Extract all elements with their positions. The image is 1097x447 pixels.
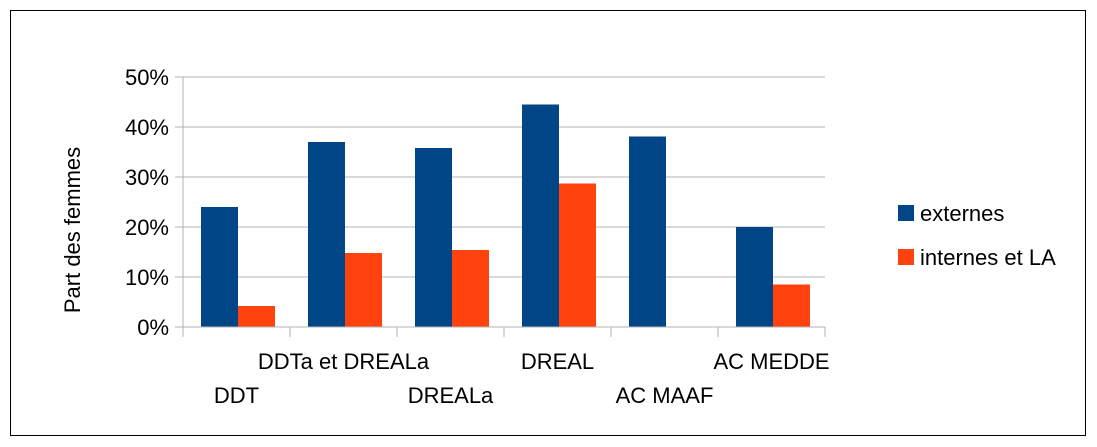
x-tick-label: AC MEDDE	[713, 349, 829, 374]
y-tick-label: 20%	[125, 215, 169, 240]
legend-label: externes	[920, 201, 1004, 226]
y-tick-label: 10%	[125, 265, 169, 290]
legend: externes internes et LA	[898, 201, 1056, 270]
y-tick-label: 30%	[125, 165, 169, 190]
x-tick-label: DDTa et DREALa	[258, 349, 430, 374]
bar-internes-et-LA	[559, 183, 596, 327]
x-tick-label: AC MAAF	[616, 383, 714, 408]
x-axis	[182, 77, 826, 337]
y-tick-label: 0%	[137, 315, 169, 340]
bar-externes	[736, 227, 773, 327]
bar-internes-et-LA	[452, 250, 489, 327]
chart-frame	[10, 10, 1086, 436]
y-axis-ticks: 0% 10% 20% 30% 40% 50%	[125, 65, 169, 340]
y-axis-label: Part des femmes	[60, 147, 85, 313]
y-tick-label: 50%	[125, 65, 169, 90]
gridlines	[175, 76, 825, 328]
bar-internes-et-LA	[238, 306, 275, 327]
bar-internes-et-LA	[773, 284, 810, 327]
y-tick-label: 40%	[125, 115, 169, 140]
legend-swatch	[898, 249, 914, 265]
bar-externes	[522, 104, 559, 327]
bars	[201, 104, 810, 327]
bar-externes	[201, 207, 238, 327]
x-tick-label: DDT	[214, 383, 259, 408]
x-tick-label: DREALa	[408, 383, 494, 408]
bar-externes	[308, 142, 345, 327]
legend-label: internes et LA	[920, 245, 1056, 270]
legend-swatch	[898, 205, 914, 221]
x-tick-label: DREAL	[521, 349, 594, 374]
bar-externes	[629, 136, 666, 327]
bar-externes	[415, 148, 452, 327]
bar-internes-et-LA	[345, 253, 382, 327]
x-axis-labels: DDT DDTa et DREALa DREALa DREAL AC MAAF AC ME…	[214, 349, 830, 408]
